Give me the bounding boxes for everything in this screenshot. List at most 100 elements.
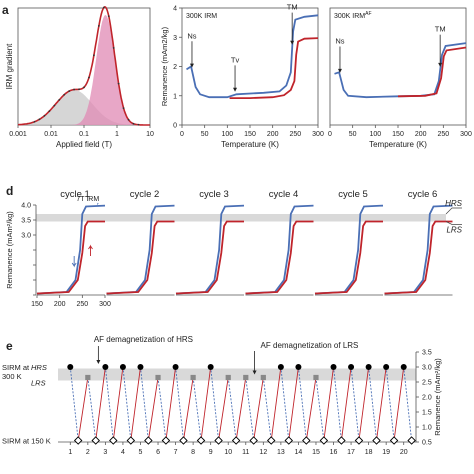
cooling-line: [350, 366, 360, 441]
cooling-line: [262, 377, 272, 441]
data-point: [132, 122, 135, 125]
x-tick-label: 150: [244, 131, 256, 138]
low-temperature-point: [91, 436, 100, 445]
lrs-point: [85, 374, 91, 381]
cooling-line: [245, 377, 255, 441]
x-tick-label: 6: [156, 449, 160, 456]
cooling-line: [280, 366, 290, 441]
warming-line: [147, 377, 159, 441]
x-axis-label: Temperature (K): [369, 140, 427, 149]
x-tick-label: 7: [174, 449, 178, 456]
lrs-point: [260, 374, 266, 381]
lrs-label: LRS: [31, 379, 46, 388]
warming-line: [323, 366, 334, 441]
x-tick-label: 10: [146, 131, 154, 138]
cooling-line: [368, 366, 377, 441]
low-temperature-point: [161, 436, 171, 445]
cooling-line: [122, 366, 132, 441]
series-line-red: [245, 220, 314, 295]
annotation-label: Ns: [335, 37, 344, 46]
warming-line: [270, 366, 282, 441]
hrs-point: [102, 364, 109, 370]
warming-line: [288, 366, 299, 441]
y-tick-label: 3.5: [422, 350, 432, 357]
data-point: [53, 104, 56, 107]
data-point: [48, 110, 51, 113]
x-tick-label: 14: [295, 449, 303, 456]
hrs-point: [172, 364, 179, 370]
cooling-line: [104, 366, 114, 441]
data-point: [43, 114, 46, 117]
annotation-lrs: AF demagnetization of LRS: [261, 341, 359, 350]
low-temperature-point: [179, 436, 188, 445]
chart-title: 300K IRMAF: [334, 11, 372, 20]
x-tick-label: 1: [68, 449, 72, 456]
data-point: [63, 93, 66, 96]
cooling-line: [140, 366, 149, 441]
x-tick-label: 0: [180, 131, 184, 138]
warming-line: [305, 377, 317, 441]
component-pink: [18, 15, 150, 125]
low-temperature-point: [196, 436, 206, 445]
x-axis-label: Applied field (T): [56, 140, 112, 149]
lrs-pointer: [445, 221, 462, 225]
x-tick-label: 20: [400, 449, 408, 456]
warming-line: [218, 377, 229, 441]
panel-label-a: a: [2, 3, 9, 17]
cooling-line: [385, 366, 395, 441]
x-tick-label: 0.01: [44, 131, 58, 138]
data-point: [137, 123, 140, 126]
lrs-label: LRS: [446, 226, 462, 235]
low-temperature-point: [109, 436, 118, 445]
x-tick-label: 300: [99, 301, 111, 308]
annotation-arrowhead: [189, 63, 194, 68]
data-point: [107, 15, 110, 18]
x-tick-label: 50: [349, 131, 357, 138]
x-tick-label: 250: [437, 131, 449, 138]
data-point: [33, 120, 36, 123]
x-tick-label: 9: [209, 449, 213, 456]
cycle-label: cycle 1: [60, 189, 90, 200]
x-tick-label: 200: [54, 301, 66, 308]
x-tick-label: 16: [330, 449, 338, 456]
lrs-point: [155, 374, 161, 381]
series-line-red: [175, 220, 244, 295]
hrs-point: [348, 364, 355, 370]
cooling-line: [210, 366, 220, 441]
data-point: [93, 54, 95, 57]
data-point: [73, 88, 75, 91]
cooling-line: [175, 366, 184, 441]
temperature-label: 300 K: [2, 372, 22, 381]
y-axis-label: Remanence (mAm²/kg): [433, 358, 442, 436]
x-tick-label: 2: [86, 449, 90, 456]
cooling-line: [227, 377, 237, 441]
y-tick-label: 2.5: [422, 380, 432, 387]
low-temperature-point: [231, 436, 241, 445]
annotation-arrowhead: [96, 360, 101, 364]
warming-line: [200, 366, 212, 441]
x-tick-label: 13: [277, 449, 285, 456]
annotation-label: TM: [287, 3, 298, 12]
cycle-label: cycle 2: [130, 189, 160, 200]
low-temperature-point: [284, 436, 294, 445]
hrs-point: [67, 364, 74, 370]
cooling-line: [297, 366, 307, 441]
x-tick-label: 150: [392, 131, 404, 138]
y-tick-label: 3.0: [422, 365, 432, 372]
y-tick-label: 1.5: [422, 410, 432, 417]
irm-300k-chart: 300K IRM 0 50 100 150 200 250 300 Temperature (K…: [160, 3, 324, 149]
irm-300k-af-chart: 300K IRMAF 0 50 100 150 200 250 300 Temperature …: [328, 7, 472, 149]
x-tick-label: 200: [415, 131, 427, 138]
series-line-red: [106, 220, 175, 295]
annotation-label: Tv: [231, 55, 240, 64]
lrs-point: [243, 374, 249, 381]
x-tick-label: 250: [289, 131, 301, 138]
y-axis-label: IRM gradient: [5, 43, 14, 90]
warming-arrow: [88, 244, 93, 256]
data-point: [88, 76, 90, 79]
y-tick-label: 4: [173, 6, 177, 13]
lrs-point: [190, 374, 196, 381]
x-tick-label: 0.1: [79, 131, 89, 138]
